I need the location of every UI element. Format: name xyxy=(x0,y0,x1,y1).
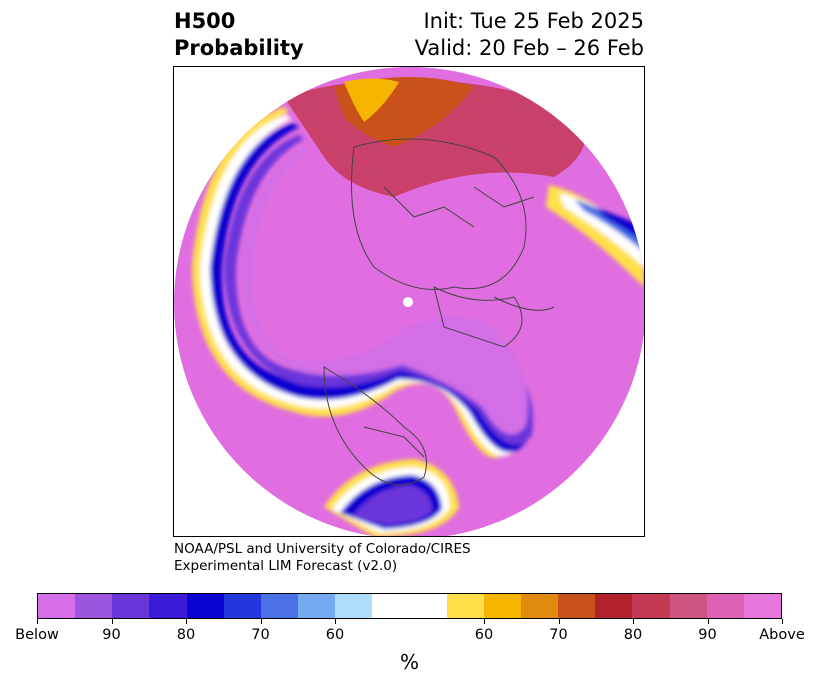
credit-text: NOAA/PSL and University of Colorado/CIRE… xyxy=(174,541,471,575)
colorbar-tick-label: 70 xyxy=(251,627,270,643)
colorbar xyxy=(37,593,782,619)
colorbar-cell xyxy=(223,594,261,618)
north-pole-marker xyxy=(403,297,413,307)
colorbar-tick-label: Above xyxy=(759,627,805,643)
colorbar-tickmark xyxy=(186,619,187,624)
colorbar-cell xyxy=(521,594,559,618)
above-yellow-band xyxy=(344,78,399,122)
colorbar-tick-label: Below xyxy=(15,627,59,643)
title-variable: H500 xyxy=(174,9,236,33)
colorbar-cell xyxy=(669,594,707,618)
credit-line-1: NOAA/PSL and University of Colorado/CIRE… xyxy=(174,541,471,557)
colorbar-cell xyxy=(260,594,299,618)
forecast-dates: Init: Tue 25 Feb 2025 Valid: 20 Feb – 26… xyxy=(415,8,644,62)
colorbar-cell xyxy=(372,594,447,618)
colorbar-cell xyxy=(483,594,522,618)
init-date: Init: Tue 25 Feb 2025 xyxy=(423,9,644,33)
colorbar-cell xyxy=(298,594,336,618)
colorbar-tick-label: 80 xyxy=(176,627,196,643)
colorbar-cell xyxy=(38,594,76,618)
plot-title: H500 Probability xyxy=(174,8,304,62)
colorbar-tickmark xyxy=(484,619,485,624)
colorbar-tick-label: 70 xyxy=(549,627,568,643)
colorbar-cell xyxy=(706,594,744,618)
colorbar-cell xyxy=(335,594,373,618)
valid-dates: Valid: 20 Feb – 26 Feb xyxy=(414,36,644,60)
colorbar-cell xyxy=(558,594,596,618)
colorbar-tickmark xyxy=(707,619,709,624)
colorbar-cell xyxy=(186,594,224,618)
below-lobe-south xyxy=(324,459,459,536)
colorbar-cell xyxy=(595,594,633,618)
colorbar-tick-label: 60 xyxy=(474,627,494,643)
colorbar-tickmark xyxy=(260,619,262,624)
coastlines xyxy=(323,138,555,486)
colorbar-cell xyxy=(446,594,484,618)
colorbar-cell xyxy=(632,594,670,618)
colorbar-tick-label: 90 xyxy=(102,627,121,643)
colorbar-tickmark xyxy=(782,619,783,624)
colorbar-tickmark xyxy=(633,619,634,624)
colorbar-tickmark xyxy=(335,619,336,624)
below-lobe-east xyxy=(546,185,644,287)
below-lobe-west xyxy=(192,107,534,458)
credit-line-2: Experimental LIM Forecast (v2.0) xyxy=(174,558,398,574)
colorbar-tick-label: 90 xyxy=(698,627,717,643)
colorbar-cell xyxy=(112,594,150,618)
colorbar-cell xyxy=(149,594,187,618)
colorbar-tickmark xyxy=(558,619,560,624)
colorbar-tickmark xyxy=(111,619,113,624)
colorbar-cell xyxy=(743,594,782,618)
colorbar-cell xyxy=(75,594,113,618)
colorbar-tick-label: 60 xyxy=(325,627,345,643)
polar-map xyxy=(173,66,645,537)
colorbar-tick-label: 80 xyxy=(623,627,643,643)
title-quantity: Probability xyxy=(174,36,304,60)
probability-map-svg xyxy=(174,67,644,536)
colorbar-unit: % xyxy=(399,650,419,674)
colorbar-tickmark xyxy=(37,619,38,624)
